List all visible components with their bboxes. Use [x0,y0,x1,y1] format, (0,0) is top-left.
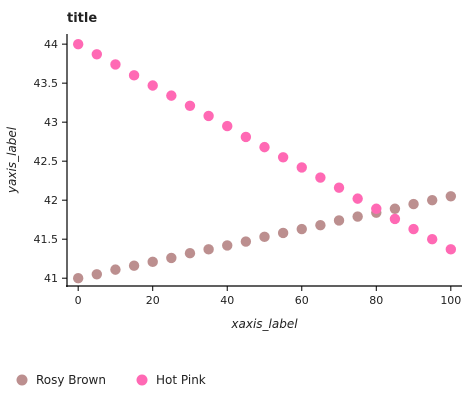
hot-pink-point-9 [240,131,252,143]
hot-pink-point-14 [333,182,345,193]
hot-pink-point-19 [426,233,438,245]
rosy-brown-point-7 [203,244,214,255]
rosy-brown-point-4 [147,256,158,268]
x-tick-label-4: 80 [369,294,383,307]
hot-pink-point-8 [222,120,233,132]
rosy-brown-point-5 [166,252,177,264]
plot-area [72,38,457,284]
x-tick-label-2: 40 [220,294,234,307]
hot-pink-point-13 [315,172,326,183]
rosy-brown-point-17 [389,203,401,214]
y-axis-title: yaxis_label [5,126,19,194]
y-tick-label-6: 44 [44,38,58,51]
y-tick-label-0: 41 [44,272,58,285]
rosy-brown-point-12 [296,223,307,235]
x-tick-label-5: 100 [440,294,461,307]
rosy-brown-point-15 [352,211,363,222]
hot-pink-point-17 [389,213,401,225]
x-tick-label-1: 20 [146,294,160,307]
hot-pink-point-6 [184,100,196,111]
hot-pink-point-1 [91,49,103,60]
rosy-brown-point-18 [408,198,419,210]
chart-title: title [67,11,97,26]
rosy-brown-point-9 [240,236,252,247]
rosy-brown-point-0 [72,272,84,284]
x-tick-label-3: 60 [295,294,309,307]
rosy-brown-point-20 [445,191,457,202]
hot-pink-point-16 [371,203,382,214]
hot-pink-point-3 [128,70,140,81]
x-tick-label-0: 0 [75,294,82,307]
legend: Rosy Brown Hot Pink [16,373,206,387]
hot-pink-point-18 [408,223,419,235]
y-tick-label-2: 42 [44,194,58,207]
rosy-brown-point-1 [91,269,103,280]
axes: 0 20 40 60 80 100 41 41.5 42 42.5 43 43.5 44 [34,34,462,307]
rosy-brown-point-13 [315,219,326,231]
y-tick-label-3: 42.5 [34,155,59,168]
hot-pink-point-5 [166,90,177,101]
hot-pink-point-11 [277,152,289,163]
y-tick-label-4: 43 [44,116,58,129]
rosy-brown-point-11 [277,227,289,239]
y-tick-label-1: 41.5 [34,233,59,246]
rosy-brown-point-19 [426,194,438,206]
hot-pink-point-12 [296,162,307,173]
hot-pink-point-2 [110,59,121,70]
rosy-brown-point-10 [259,231,270,243]
legend-label-hot-pink: Hot Pink [156,373,206,387]
legend-label-rosy-brown: Rosy Brown [36,373,106,387]
x-axis-title: xaxis_label [230,317,298,331]
hot-pink-point-10 [259,141,270,153]
hot-pink-point-4 [147,80,158,91]
hot-pink-point-20 [445,244,457,255]
legend-marker-rosy-brown [16,374,28,386]
rosy-brown-point-2 [110,264,121,275]
hot-pink-point-0 [72,38,84,50]
rosy-brown-point-8 [222,240,233,251]
hot-pink-point-7 [203,110,214,122]
hot-pink-point-15 [352,193,363,204]
legend-marker-hot-pink [136,374,148,386]
y-tick-label-5: 43.5 [34,77,59,90]
rosy-brown-point-14 [333,215,345,226]
rosy-brown-point-3 [128,260,140,271]
rosy-brown-point-6 [184,248,196,259]
